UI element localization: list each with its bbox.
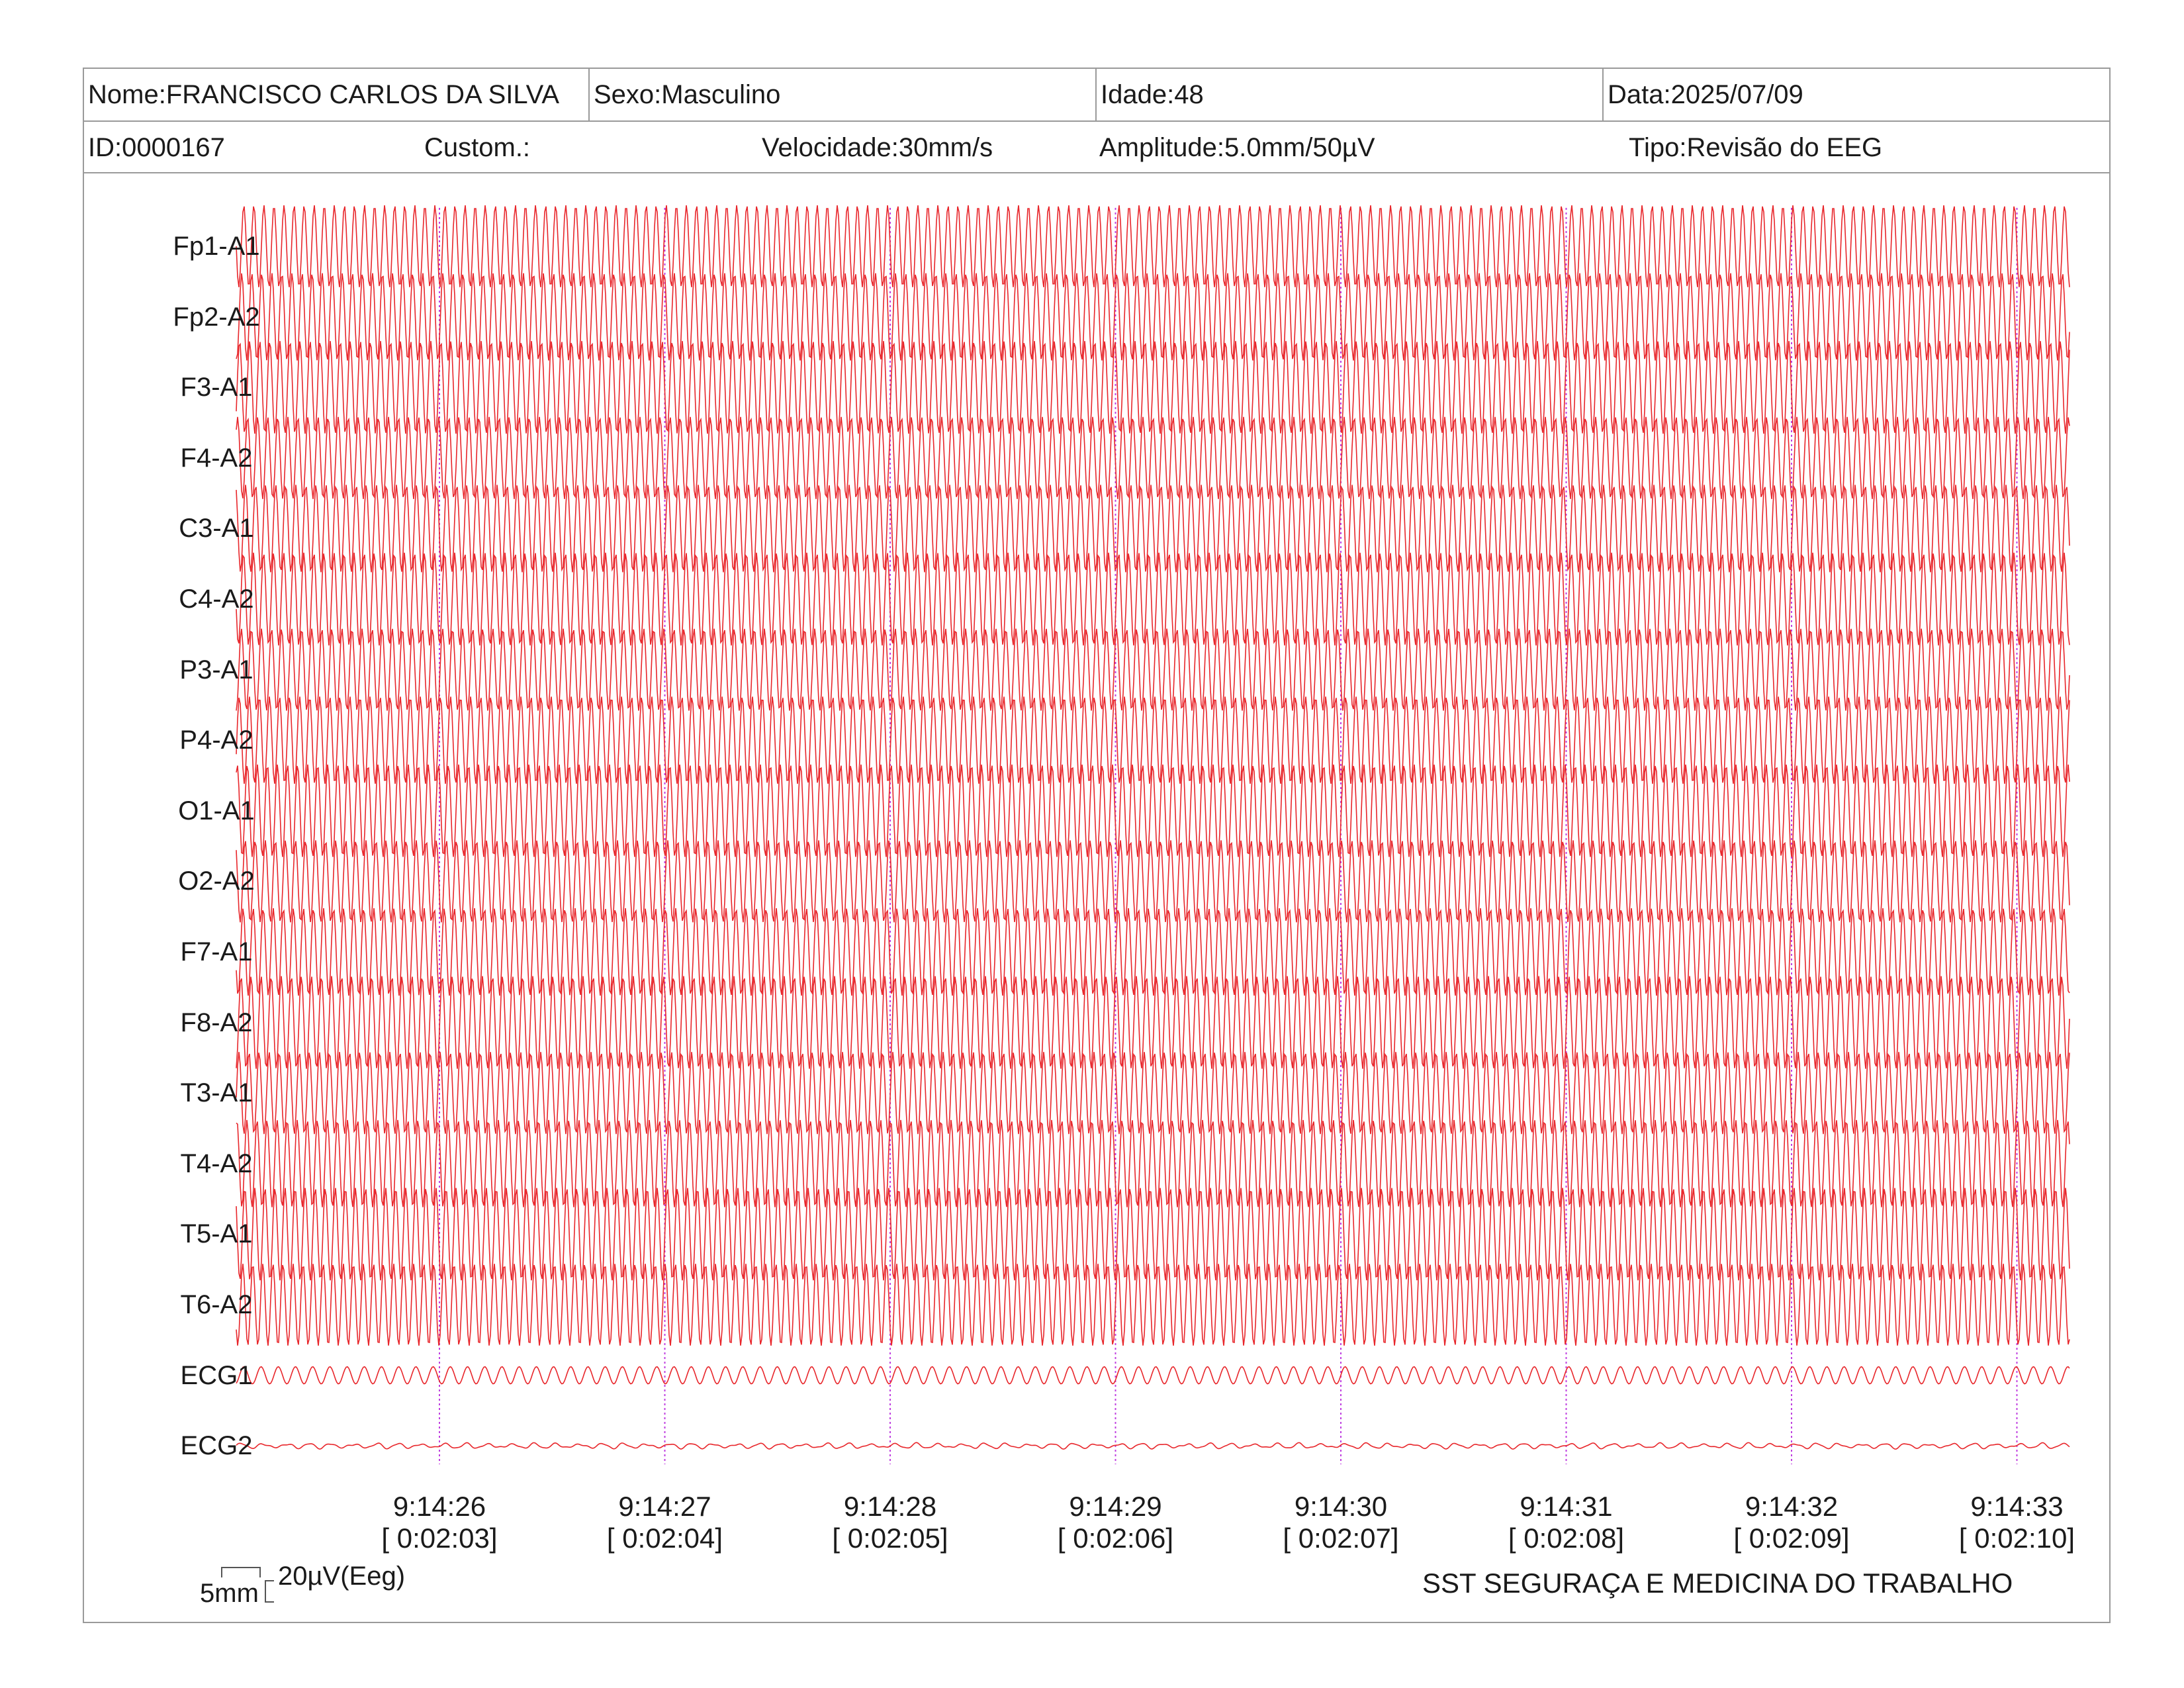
channel-label: C3-A1	[179, 514, 254, 543]
clock-time: 9:14:26	[392, 1491, 486, 1522]
patient-age: Idade:48	[1095, 69, 1602, 120]
time-marker-label: 9:14:28[ 0:02:05]	[811, 1491, 970, 1554]
time-marker-label: 9:14:33[ 0:02:10]	[1938, 1491, 2097, 1554]
clock-time: 9:14:32	[1745, 1491, 1839, 1522]
calibration-scale: 5mm 20µV(Eeg)	[200, 1562, 405, 1615]
channel-trace	[236, 341, 2070, 434]
amplitude-scale-bracket	[265, 1580, 274, 1603]
time-scale-bracket	[221, 1567, 261, 1577]
amplitude-setting: Amplitude:5.0mm/50µV	[1099, 133, 1375, 162]
elapsed-time: [ 0:02:10]	[1958, 1523, 2075, 1554]
custom-field: Custom.:	[424, 133, 531, 162]
channel-trace	[236, 840, 2070, 923]
organization-name: SST SEGURAÇA E MEDICINA DO TRABALHO	[1422, 1568, 2013, 1599]
channel-label: P3-A1	[179, 655, 253, 684]
channel-trace	[236, 1188, 2070, 1281]
eeg-trace-area	[236, 205, 2070, 1464]
channel-label: O2-A2	[178, 867, 255, 896]
channel-label: F4-A2	[180, 443, 253, 473]
channel-label: F3-A1	[180, 373, 253, 402]
channel-label: ECG2	[180, 1431, 253, 1461]
time-marker-label: 9:14:27[ 0:02:04]	[586, 1491, 745, 1554]
channel-trace	[236, 205, 2070, 287]
channel-trace	[236, 552, 2070, 646]
channel-label: T3-A1	[180, 1078, 253, 1108]
channel-label: Fp1-A1	[173, 232, 260, 261]
channel-label: P4-A2	[179, 726, 253, 755]
channel-label: T5-A1	[180, 1219, 253, 1249]
clock-time: 9:14:28	[843, 1491, 937, 1522]
channel-trace	[236, 1366, 2070, 1385]
clock-time: 9:14:33	[1970, 1491, 2064, 1522]
channel-trace	[236, 1119, 2070, 1207]
time-marker-label: 9:14:29[ 0:02:06]	[1036, 1491, 1195, 1554]
patient-sex: Sexo:Masculino	[588, 69, 1095, 120]
elapsed-time: [ 0:02:08]	[1508, 1523, 1625, 1554]
channel-label: O1-A1	[178, 796, 255, 825]
channel-trace	[236, 628, 2070, 711]
time-marker-label: 9:14:32[ 0:02:09]	[1712, 1491, 1871, 1554]
channel-trace	[236, 696, 2070, 784]
channel-trace	[236, 1442, 2070, 1450]
channel-label: C4-A2	[179, 585, 254, 614]
elapsed-time: [ 0:02:05]	[832, 1523, 948, 1554]
elapsed-time: [ 0:02:04]	[606, 1523, 723, 1554]
clock-time: 9:14:31	[1520, 1491, 1613, 1522]
channel-trace	[236, 273, 2070, 361]
recording-settings-row: ID:0000167 Custom.: Velocidade:30mm/s Am…	[84, 122, 2109, 173]
elapsed-time: [ 0:02:07]	[1283, 1523, 1399, 1554]
eeg-report-page: Nome:FRANCISCO CARLOS DA SILVA Sexo:Masc…	[83, 68, 2111, 1623]
elapsed-time: [ 0:02:09]	[1733, 1523, 1850, 1554]
channel-label: ECG1	[180, 1360, 253, 1390]
elapsed-time: [ 0:02:03]	[381, 1523, 498, 1554]
time-marker-label: 9:14:26[ 0:02:03]	[360, 1491, 519, 1554]
time-scale-label: 5mm	[200, 1579, 259, 1608]
channel-trace	[236, 764, 2070, 857]
channel-label: F8-A2	[180, 1008, 253, 1037]
exam-date: Data:2025/07/09	[1602, 69, 2109, 120]
channel-label: F7-A1	[180, 937, 253, 966]
patient-name: Nome:FRANCISCO CARLOS DA SILVA	[88, 80, 560, 109]
channel-trace	[236, 485, 2070, 573]
channel-trace	[236, 908, 2070, 996]
channel-label: Fp2-A2	[173, 302, 260, 332]
channel-trace	[236, 416, 2070, 499]
time-marker-label: 9:14:30[ 0:02:07]	[1261, 1491, 1420, 1554]
clock-time: 9:14:30	[1294, 1491, 1388, 1522]
time-marker-label: 9:14:31[ 0:02:08]	[1487, 1491, 1646, 1554]
channel-trace	[236, 976, 2070, 1069]
channel-label: T6-A2	[180, 1290, 253, 1319]
channel-label: T4-A2	[180, 1149, 253, 1178]
review-type: Tipo:Revisão do EEG	[1629, 133, 1883, 162]
clock-time: 9:14:27	[618, 1491, 711, 1522]
channel-trace	[236, 1052, 2070, 1135]
paper-speed: Velocidade:30mm/s	[762, 133, 993, 162]
channel-trace	[236, 1264, 2070, 1346]
patient-info-row: Nome:FRANCISCO CARLOS DA SILVA Sexo:Masc…	[84, 69, 2109, 122]
clock-time: 9:14:29	[1069, 1491, 1162, 1522]
amplitude-scale-label: 20µV(Eeg)	[278, 1562, 406, 1591]
elapsed-time: [ 0:02:06]	[1057, 1523, 1174, 1554]
patient-id: ID:0000167	[88, 133, 225, 162]
